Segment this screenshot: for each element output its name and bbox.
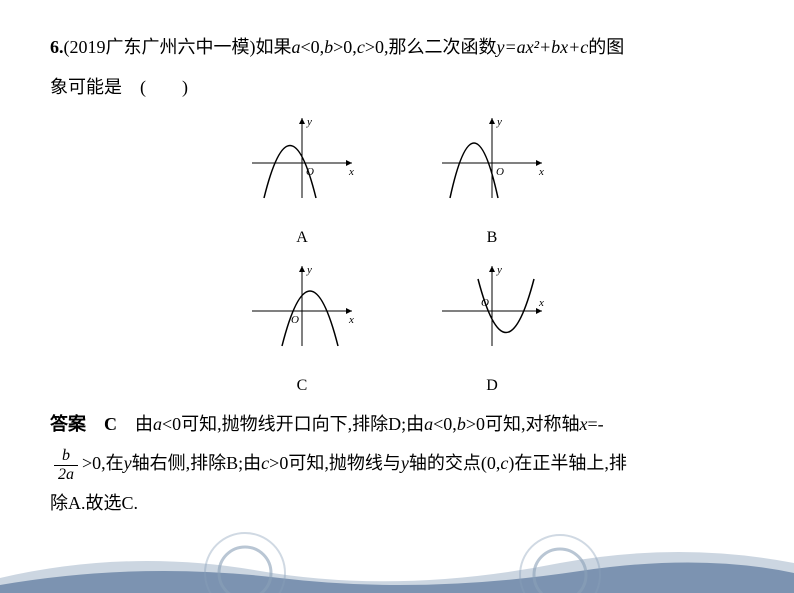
- svg-text:x: x: [538, 297, 544, 309]
- svg-text:x: x: [538, 166, 544, 178]
- question-source: (2019广东广州六中一模): [64, 37, 256, 57]
- graphs-row-2: x y O C x y O D: [50, 261, 744, 403]
- expl-1e: <0,: [433, 414, 457, 434]
- rel-c: >0,那么二次函数: [365, 37, 497, 57]
- expl-b1: b: [457, 414, 466, 434]
- svg-text:x: x: [348, 314, 354, 326]
- expl-1g: >0可知,对称轴: [466, 414, 580, 434]
- expl-2a: >0,在: [82, 453, 124, 473]
- svg-text:x: x: [348, 166, 354, 178]
- graph-B: x y O B: [437, 113, 547, 255]
- var-c: c: [357, 37, 365, 57]
- question-line1: 6.(2019广东广州六中一模)如果a<0,b>0,c>0,那么二次函数y=ax…: [50, 28, 744, 68]
- var-b: b: [324, 37, 333, 57]
- graph-label-D: D: [437, 368, 547, 403]
- answer-letter: C: [104, 414, 117, 434]
- rel-a: <0,: [301, 37, 325, 57]
- var-a: a: [292, 37, 301, 57]
- rel-b: >0,: [333, 37, 357, 57]
- svg-text:y: y: [496, 116, 502, 128]
- graph-label-B: B: [437, 220, 547, 255]
- svg-text:y: y: [496, 264, 502, 276]
- stem-pre: 如果: [256, 37, 292, 57]
- svg-text:y: y: [306, 264, 312, 276]
- parabola-C-svg: x y O: [247, 261, 357, 351]
- slide-content: 6.(2019广东广州六中一模)如果a<0,b>0,c>0,那么二次函数y=ax…: [0, 0, 794, 524]
- graph-A: x y O A: [247, 113, 357, 255]
- answer-line1: 答案 C 由a<0可知,抛物线开口向下,排除D;由a<0,b>0可知,对称轴x=…: [50, 405, 744, 445]
- svg-text:O: O: [291, 314, 299, 326]
- expl-1i: =-: [587, 414, 603, 434]
- expl-1a: 由: [135, 414, 153, 434]
- expl-y2: y: [401, 453, 409, 473]
- expl-2g: 轴的交点(0,: [409, 453, 501, 473]
- parabola-B-svg: x y O: [437, 113, 547, 203]
- fraction-b-over-2a: b 2a: [54, 448, 78, 483]
- svg-text:y: y: [306, 116, 312, 128]
- decorative-footer: [0, 523, 794, 593]
- question-number: 6.: [50, 37, 64, 57]
- parabola-A-svg: x y O: [247, 113, 357, 203]
- graph-label-A: A: [247, 220, 357, 255]
- stem-post: 的图: [588, 37, 624, 57]
- expl-c1: c: [261, 453, 269, 473]
- expl-2i: )在正半轴上,排: [508, 453, 627, 473]
- question-line2: 象可能是 ( ): [50, 68, 744, 108]
- graph-label-C: C: [247, 368, 357, 403]
- expl-2c: 轴右侧,排除B;由: [132, 453, 262, 473]
- expl-1c: <0可知,抛物线开口向下,排除D;由: [162, 414, 424, 434]
- func: y=ax²+bx+c: [496, 37, 588, 57]
- expl-a1: a: [153, 414, 162, 434]
- graph-C: x y O C: [247, 261, 357, 403]
- expl-y1: y: [124, 453, 132, 473]
- expl-2e: >0可知,抛物线与: [269, 453, 401, 473]
- frac-den: 2a: [54, 466, 78, 483]
- graph-D: x y O D: [437, 261, 547, 403]
- parabola-D-svg: x y O: [437, 261, 547, 351]
- graphs-row-1: x y O A x y O B: [50, 113, 744, 255]
- svg-text:O: O: [496, 166, 504, 178]
- expl-a2: a: [424, 414, 433, 434]
- frac-num: b: [54, 448, 78, 466]
- answer-line3: 除A.故选C.: [50, 484, 744, 524]
- answer-heading: 答案: [50, 414, 86, 434]
- answer-line2: b 2a >0,在y轴右侧,排除B;由c>0可知,抛物线与y轴的交点(0,c)在…: [50, 444, 744, 484]
